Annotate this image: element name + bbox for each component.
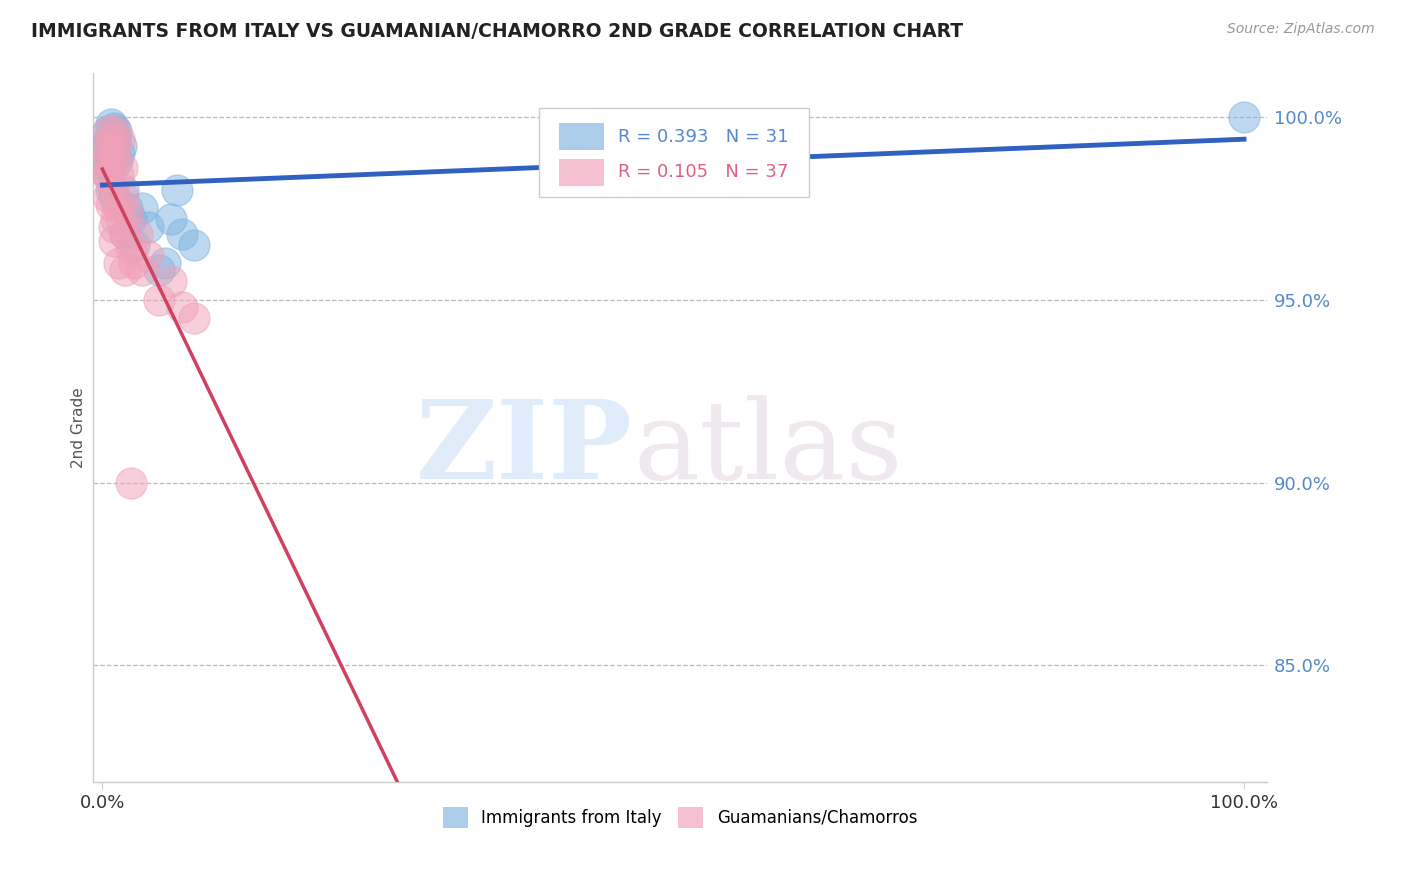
Point [114, 227, 136, 241]
Point [108, 132, 131, 146]
Point [103, 124, 125, 138]
FancyBboxPatch shape [538, 109, 808, 197]
Point [131, 201, 153, 215]
Point [117, 205, 139, 219]
Point [97, 124, 120, 138]
Text: R = 0.105   N = 37: R = 0.105 N = 37 [617, 163, 789, 181]
Point [93, 139, 115, 153]
Text: atlas: atlas [633, 395, 903, 502]
FancyBboxPatch shape [560, 159, 603, 186]
Text: Source: ZipAtlas.com: Source: ZipAtlas.com [1227, 22, 1375, 37]
Point [94, 139, 117, 153]
Point [103, 219, 125, 234]
Point [124, 256, 146, 270]
Point [136, 219, 159, 234]
Point [117, 201, 139, 215]
Text: IMMIGRANTS FROM ITALY VS GUAMANIAN/CHAMORRO 2ND GRADE CORRELATION CHART: IMMIGRANTS FROM ITALY VS GUAMANIAN/CHAMO… [31, 22, 963, 41]
Point [103, 190, 125, 204]
Point [104, 132, 127, 146]
Point [108, 256, 131, 270]
Point [110, 139, 132, 153]
Point [183, 237, 205, 252]
Point [125, 227, 148, 241]
Point [105, 139, 128, 153]
Point [131, 263, 153, 277]
Point [120, 212, 142, 227]
Point [104, 153, 127, 168]
Point [101, 139, 124, 153]
Point [100, 197, 122, 211]
Point [111, 190, 134, 204]
Point [111, 183, 134, 197]
Point [98, 169, 121, 183]
Y-axis label: 2nd Grade: 2nd Grade [72, 387, 86, 468]
FancyBboxPatch shape [560, 123, 603, 150]
Point [98, 132, 121, 146]
Point [166, 183, 188, 197]
Point [105, 124, 128, 138]
Point [100, 132, 122, 146]
Point [159, 274, 181, 288]
Point [98, 161, 121, 175]
Point [98, 161, 121, 175]
Point [120, 242, 142, 256]
Text: ZIP: ZIP [416, 395, 633, 502]
Point [93, 146, 115, 161]
Point [136, 249, 159, 263]
Point [172, 227, 194, 241]
Point [98, 146, 121, 161]
Point [96, 169, 118, 183]
Point [105, 197, 128, 211]
Point [153, 256, 176, 270]
Point [94, 153, 117, 168]
Point [1233, 110, 1256, 124]
Point [101, 183, 124, 197]
Point [103, 234, 125, 248]
Point [97, 190, 120, 204]
Point [105, 153, 128, 168]
Point [124, 237, 146, 252]
Legend: Immigrants from Italy, Guamanians/Chamorros: Immigrants from Italy, Guamanians/Chamor… [436, 801, 924, 834]
Point [105, 212, 128, 227]
Text: R = 0.393   N = 31: R = 0.393 N = 31 [617, 128, 789, 145]
Point [110, 212, 132, 227]
Point [120, 475, 142, 490]
Point [159, 212, 181, 227]
Point [97, 124, 120, 138]
Point [107, 169, 129, 183]
Point [148, 293, 170, 307]
Point [100, 117, 122, 131]
Point [148, 263, 170, 277]
Point [111, 161, 134, 175]
Point [96, 153, 118, 168]
Point [100, 183, 122, 197]
Point [114, 263, 136, 277]
Point [183, 310, 205, 325]
Point [114, 227, 136, 241]
Point [97, 169, 120, 183]
Point [108, 146, 131, 161]
Point [103, 120, 125, 135]
Point [172, 300, 194, 314]
